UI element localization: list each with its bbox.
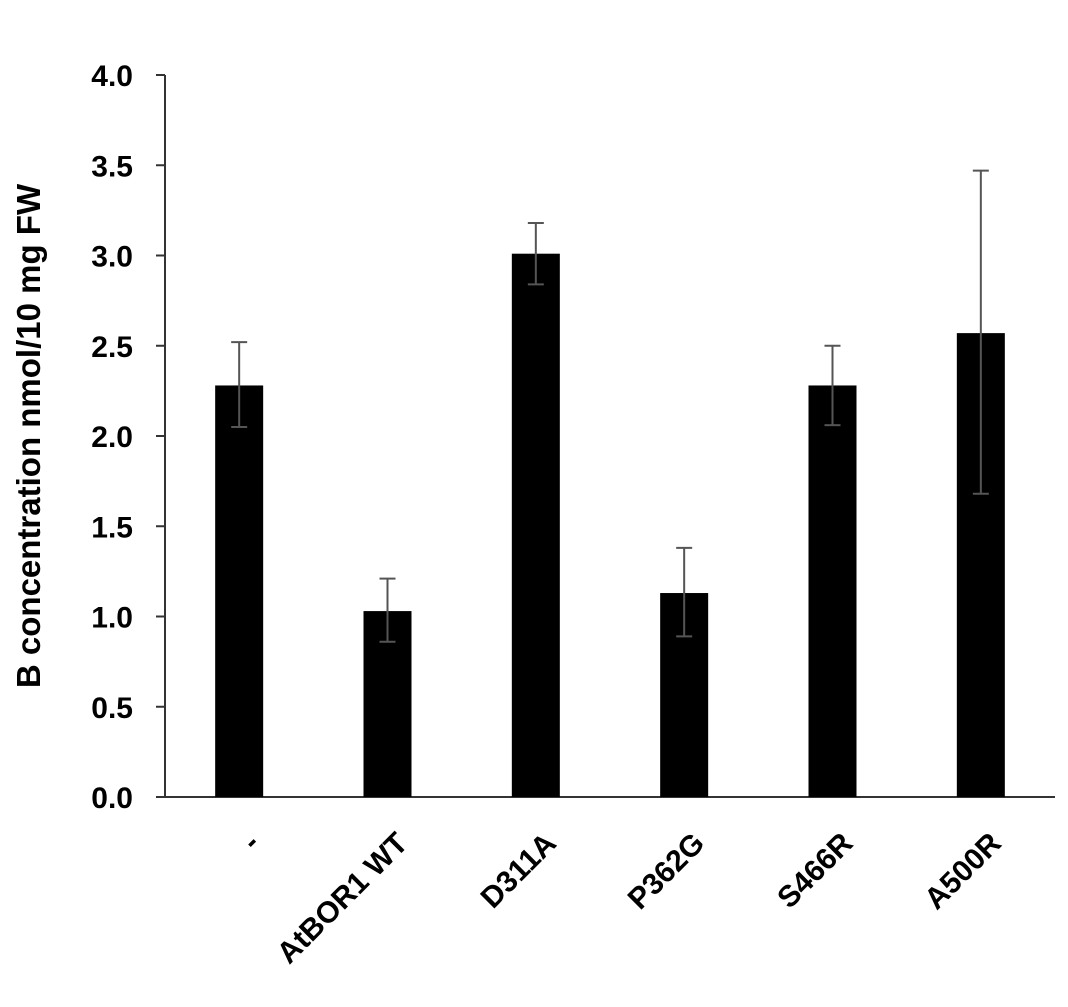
x-tick-label: A500R — [918, 826, 1008, 916]
x-tick-labels: - AtBOR1 WT D311A P362G S466R A500R — [236, 826, 1008, 970]
y-tick-label: 1.0 — [91, 602, 133, 635]
bar — [215, 385, 264, 797]
y-tick-label: 0.0 — [91, 782, 133, 815]
y-tick-label: 3.5 — [91, 150, 133, 183]
y-axis-label: B concentration nmol/10 mg FW — [10, 183, 47, 688]
error-bars — [231, 169, 989, 643]
x-tick-label: S466R — [771, 826, 859, 914]
y-tick-label: 2.0 — [91, 421, 133, 454]
x-tick-label: AtBOR1 WT — [271, 827, 415, 971]
x-tick-label: - — [236, 827, 266, 857]
x-tick-label: D311A — [475, 827, 563, 915]
y-tick-label: 2.5 — [91, 331, 133, 364]
x-tick-label: P362G — [622, 827, 711, 916]
y-axis: 0.0 0.5 1.0 1.5 2.0 2.5 3.0 3.5 4.0 — [91, 60, 166, 815]
bars — [215, 253, 1005, 797]
y-tick-label: 1.5 — [91, 511, 133, 544]
y-tick-label: 4.0 — [91, 60, 133, 93]
bar — [808, 385, 857, 797]
y-tick-label: 0.5 — [91, 692, 133, 725]
y-tick-label: 3.0 — [91, 241, 133, 274]
bar — [511, 253, 560, 797]
